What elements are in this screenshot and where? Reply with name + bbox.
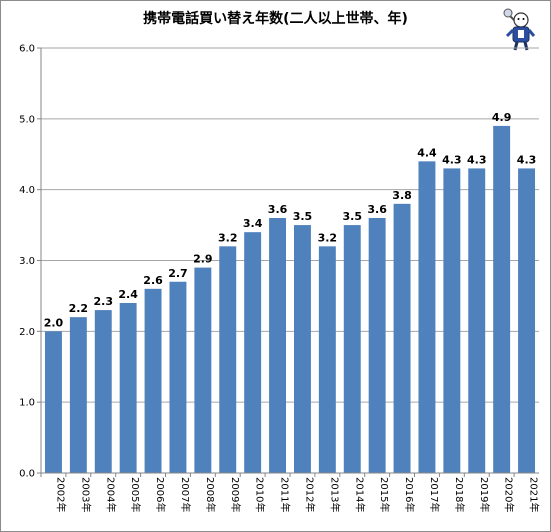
data-label: 3.5 — [343, 210, 363, 223]
y-tick-label: 4.0 — [19, 185, 35, 196]
mascot-icon — [503, 8, 536, 51]
bar — [44, 331, 62, 473]
x-tick-label: 2014年 — [353, 477, 366, 512]
x-tick-label: 2004年 — [104, 477, 117, 512]
data-label: 3.5 — [293, 210, 313, 223]
data-label: 3.6 — [268, 203, 288, 216]
chart-title: 携帯電話買い替え年数(二人以上世帯、年) — [143, 11, 408, 27]
data-label: 3.8 — [392, 189, 412, 202]
x-tick-label: 2013年 — [328, 477, 341, 512]
bar — [518, 168, 536, 473]
y-tick-label: 0.0 — [19, 469, 35, 480]
data-label: 3.2 — [218, 231, 238, 244]
x-tick-label: 2017年 — [428, 477, 441, 512]
x-tick-label: 2005年 — [129, 477, 142, 512]
x-tick-label: 2008年 — [204, 477, 217, 512]
data-label: 4.9 — [492, 111, 512, 124]
x-tick-label: 2018年 — [453, 477, 466, 512]
data-label: 2.9 — [193, 253, 213, 266]
data-label: 4.3 — [517, 153, 537, 166]
data-label: 4.3 — [442, 153, 462, 166]
bar — [244, 232, 262, 473]
y-tick-label: 6.0 — [19, 44, 35, 55]
bar — [119, 303, 137, 473]
y-tick-label: 5.0 — [19, 114, 35, 125]
bar — [269, 218, 287, 473]
bar — [94, 310, 112, 473]
x-tick-label: 2006年 — [154, 477, 167, 512]
data-label: 2.6 — [143, 274, 163, 287]
y-tick-label: 3.0 — [19, 256, 35, 267]
y-tick-label: 2.0 — [19, 327, 35, 338]
x-tick-label: 2012年 — [303, 477, 316, 512]
x-tick-label: 2003年 — [79, 477, 92, 512]
x-tick-label: 2011年 — [279, 477, 292, 512]
data-label: 4.4 — [417, 146, 437, 159]
x-tick-label: 2020年 — [503, 477, 516, 512]
x-tick-label: 2021年 — [528, 477, 541, 512]
x-tick-label: 2019年 — [478, 477, 491, 512]
x-tick-label: 2007年 — [179, 477, 192, 512]
data-label: 2.2 — [69, 302, 89, 315]
x-tick-label: 2016年 — [403, 477, 416, 512]
bar — [144, 288, 162, 473]
data-label: 2.3 — [94, 295, 114, 308]
bar — [443, 168, 461, 473]
y-tick-label: 1.0 — [19, 398, 35, 409]
data-label: 2.7 — [168, 267, 188, 280]
bar — [69, 317, 87, 473]
data-label: 3.2 — [318, 231, 338, 244]
bar — [368, 218, 386, 473]
data-label: 3.4 — [243, 217, 263, 230]
x-tick-label: 2015年 — [378, 477, 391, 512]
x-tick-label: 2010年 — [254, 477, 267, 512]
bar — [493, 125, 511, 474]
bar — [393, 203, 411, 474]
bar — [468, 168, 486, 473]
bar — [418, 161, 436, 474]
bar — [169, 281, 187, 473]
data-label: 2.0 — [44, 316, 64, 329]
data-label: 3.6 — [367, 203, 387, 216]
bar — [219, 246, 237, 473]
data-label: 4.3 — [467, 153, 487, 166]
bar — [318, 246, 336, 473]
bar — [343, 225, 361, 473]
x-tick-label: 2002年 — [54, 477, 67, 512]
data-label: 2.4 — [118, 288, 138, 301]
bar — [194, 267, 212, 473]
bar — [293, 225, 311, 473]
x-tick-label: 2009年 — [229, 477, 242, 512]
